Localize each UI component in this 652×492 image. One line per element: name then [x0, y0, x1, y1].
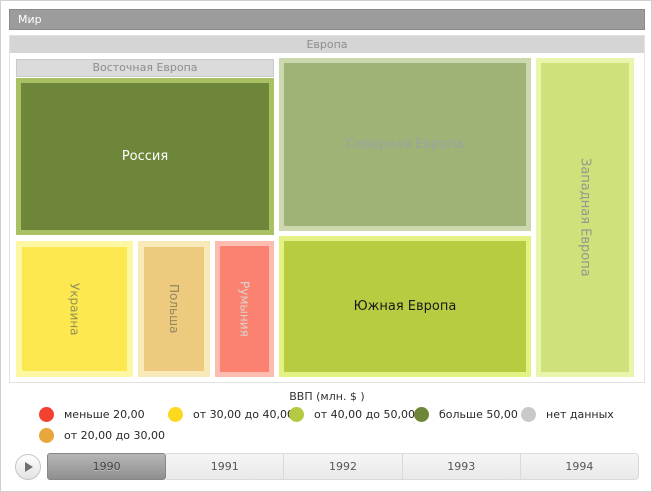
treemap-group-europe-header[interactable]: Европа [10, 36, 644, 53]
timeline-year-1992[interactable]: 1992 [284, 453, 403, 480]
play-icon [25, 462, 33, 472]
treemap-node-label: Южная Европа [353, 299, 457, 314]
legend-item-40-50[interactable]: от 40,00 до 50,00 [289, 406, 415, 422]
treemap-node-romania[interactable]: Румыния [215, 241, 274, 377]
legend-item-label: от 40,00 до 50,00 [314, 407, 415, 421]
legend-swatch-orange [39, 427, 54, 443]
treemap-node-label: Польша [167, 284, 181, 334]
treemap-node-russia[interactable]: Россия [16, 78, 274, 235]
legend-item-30-40[interactable]: от 30,00 до 40,00 [168, 406, 294, 422]
legend-item-label: больше 50,00 [439, 407, 518, 421]
legend-swatch-gray [521, 406, 536, 422]
legend-item-no-data[interactable]: нет данных [521, 406, 614, 422]
treemap-node-label: Румыния [237, 281, 252, 337]
legend-item-label: нет данных [546, 407, 614, 421]
timeline-play-button[interactable] [15, 454, 41, 480]
timeline-year-1991[interactable]: 1991 [166, 453, 285, 480]
legend-item-label: от 30,00 до 40,00 [193, 407, 294, 421]
treemap-node-north-europe[interactable]: Северная Европа [279, 58, 531, 231]
breadcrumb-world[interactable]: Мир [9, 9, 645, 30]
treemap-panel: Европа Восточная Европа Россия Украина П… [9, 35, 645, 383]
legend-item-label: меньше 20,00 [64, 407, 145, 421]
legend-swatch-light-green [289, 406, 304, 422]
treemap-node-ukraine[interactable]: Украина [16, 241, 133, 377]
legend-swatch-dark-green [414, 406, 429, 422]
treemap-node-poland[interactable]: Польша [138, 241, 210, 377]
legend-item-label: от 20,00 до 30,00 [64, 428, 165, 442]
timeline-years: 1990 1991 1992 1993 1994 [47, 453, 640, 480]
timeline-year-1993[interactable]: 1993 [402, 453, 521, 480]
treemap-node-label: Украина [67, 282, 82, 336]
legend-item-more-50[interactable]: больше 50,00 [414, 406, 518, 422]
treemap-node-south-europe[interactable]: Южная Европа [279, 236, 531, 377]
legend-swatch-red [39, 406, 54, 422]
treemap-node-west-europe[interactable]: Западная Европа [536, 58, 634, 377]
treemap-group-east-europe-header[interactable]: Восточная Европа [16, 59, 274, 77]
treemap-node-label: Западная Европа [577, 158, 593, 277]
legend-title: ВВП (млн. $ ) [289, 390, 365, 403]
legend-item-20-30[interactable]: от 20,00 до 30,00 [39, 427, 165, 443]
treemap-node-label: Северная Европа [346, 137, 464, 152]
timeline-year-1994[interactable]: 1994 [520, 453, 640, 480]
timeline-year-1990[interactable]: 1990 [47, 453, 167, 480]
legend-item-less-20[interactable]: меньше 20,00 [39, 406, 145, 422]
legend-swatch-yellow [168, 406, 183, 422]
treemap-node-label: Россия [121, 149, 169, 164]
